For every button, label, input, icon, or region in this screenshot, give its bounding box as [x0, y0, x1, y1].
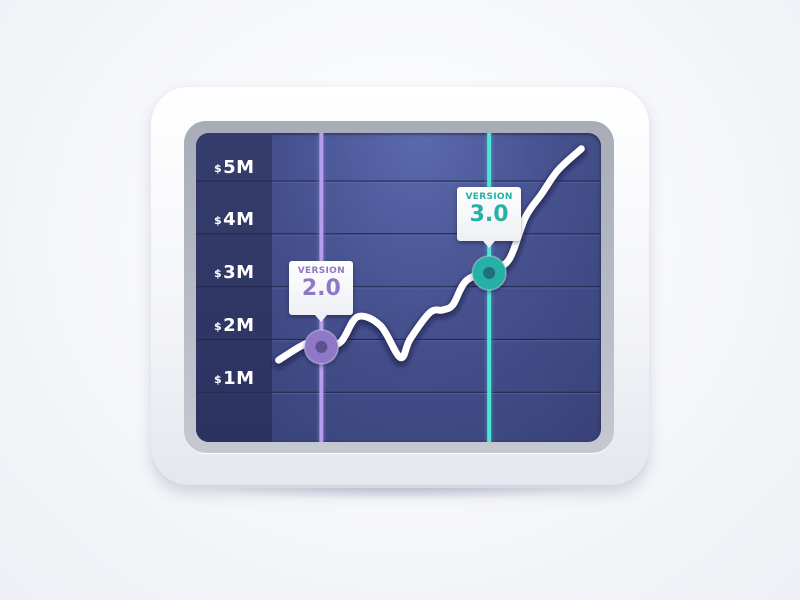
y-tick-label-4m: $4M: [214, 209, 255, 231]
version-3-callout: VERSION 3.0: [457, 186, 522, 248]
series-line: [275, 145, 585, 364]
version-point-center-1: [483, 266, 496, 279]
y-axis-panel: [196, 133, 272, 442]
version-point-center-0: [315, 340, 328, 353]
y-tick-label-1m: $1M: [214, 367, 255, 389]
line-chart: [196, 133, 601, 442]
version-2-callout: VERSION 2.0: [289, 260, 354, 322]
version-2-label: VERSION: [297, 265, 345, 276]
y-tick-label-3m: $3M: [214, 262, 255, 284]
version-3-label: VERSION: [465, 191, 513, 202]
chart-screen: $5M $4M $3M $2M $1M VERSION 2.0 VERSION …: [196, 133, 601, 442]
version-point-1: [471, 255, 507, 291]
y-tick-label-2m: $2M: [214, 315, 255, 336]
version-3-value: 3.0: [469, 201, 509, 227]
version-2-value: 2.0: [301, 275, 341, 301]
y-tick-label-5m: $5M: [214, 156, 255, 178]
version-point-0: [303, 329, 340, 365]
